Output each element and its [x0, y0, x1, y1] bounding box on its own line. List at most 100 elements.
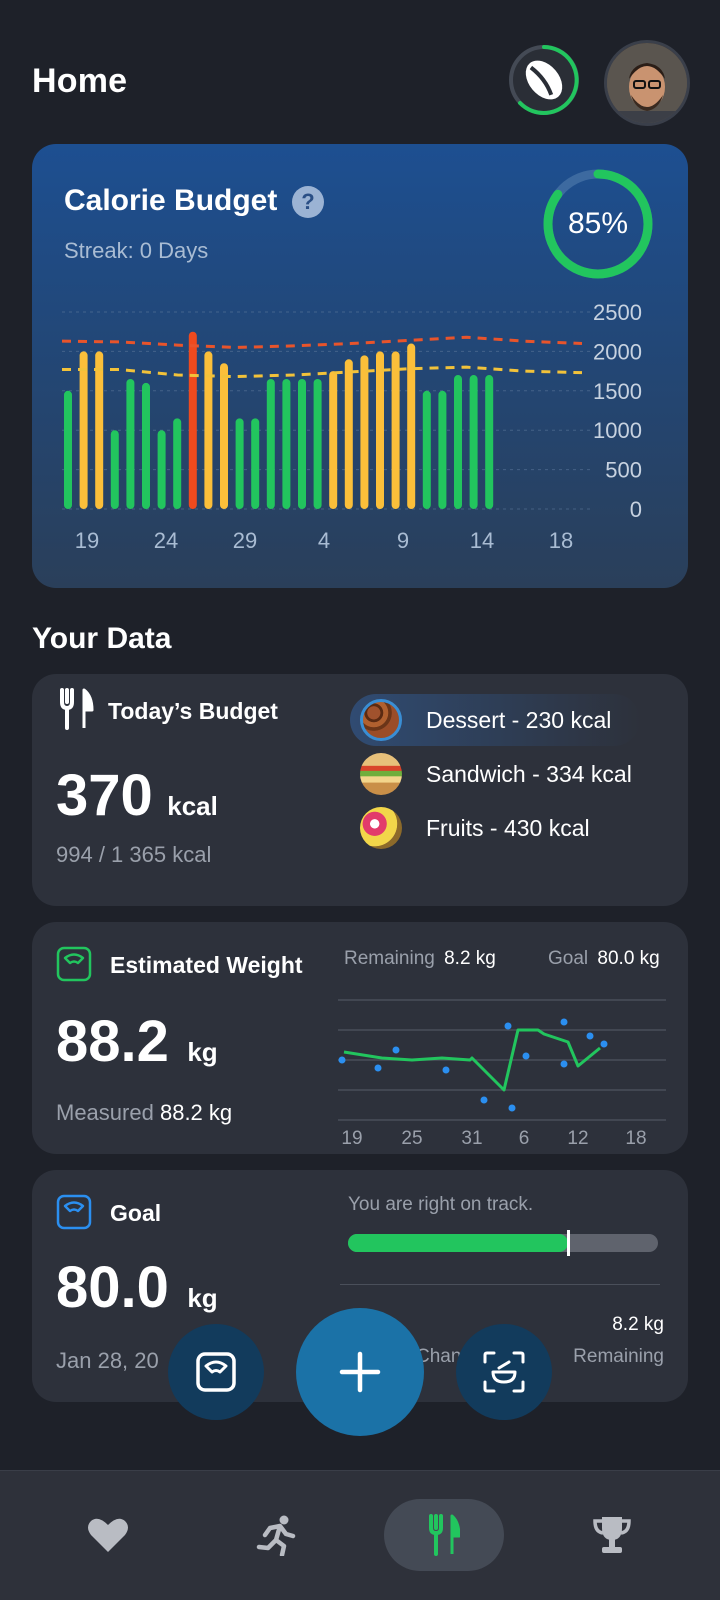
budget-value-group: 370 kcal	[56, 762, 218, 829]
calorie-bar	[391, 351, 400, 509]
goal-remaining-label: Remaining	[573, 1346, 664, 1367]
scan-food-button[interactable]	[456, 1324, 552, 1420]
running-icon	[256, 1515, 296, 1556]
heart-icon	[88, 1518, 128, 1552]
calorie-bar	[282, 378, 291, 509]
y-tick-label: 1000	[593, 418, 642, 443]
weight-point	[480, 1096, 488, 1104]
calorie-bar	[422, 390, 431, 509]
weight-point	[504, 1022, 512, 1030]
measured-row: Measured 88.2 kg	[56, 1100, 232, 1126]
x-tick-label: 14	[470, 528, 494, 553]
goal-remaining-value: 8.2 kg	[612, 1314, 664, 1335]
reference-line-lower	[62, 365, 583, 379]
nav-achievements[interactable]	[552, 1499, 672, 1571]
y-tick-label: 500	[605, 458, 642, 483]
calorie-bar	[298, 378, 306, 509]
weight-point	[560, 1018, 568, 1026]
todays-budget-card[interactable]: Today’s Budget 370 kcal 994 / 1 365 kcal…	[32, 674, 688, 906]
goal-date: Jan 28, 20	[56, 1348, 159, 1373]
weight-x-tick: 18	[625, 1128, 646, 1149]
budget-unit: kcal	[167, 791, 218, 821]
food-item-sandwich[interactable]: Sandwich - 334 kcal	[350, 748, 640, 800]
x-tick-label: 19	[75, 528, 99, 553]
calorie-bar	[313, 378, 322, 509]
estimated-weight-card[interactable]: Estimated Weight 88.2 kg Measured 88.2 k…	[32, 922, 688, 1154]
remaining-label: Remaining	[344, 948, 435, 969]
calorie-bar	[469, 375, 478, 509]
food-item-fruits[interactable]: Fruits - 430 kcal	[350, 802, 640, 854]
calorie-budget-card[interactable]: Calorie Budget ? Streak: 0 Days 85% 2500…	[32, 144, 688, 588]
calorie-bar	[454, 375, 462, 509]
calorie-bar	[344, 359, 353, 509]
fork-knife-icon	[60, 688, 94, 730]
fork-knife-icon	[429, 1514, 460, 1556]
avatar[interactable]	[604, 40, 690, 126]
x-tick-label: 29	[233, 528, 257, 553]
calorie-bar	[485, 375, 494, 509]
goal-value: 80.0 kg	[597, 948, 660, 969]
weight-chart[interactable]: 19 25 31 6 12 18	[332, 972, 672, 1152]
weight-point	[508, 1104, 516, 1112]
y-tick-label: 2000	[593, 339, 642, 364]
remaining-row: Remaining 8.2 kg	[344, 948, 496, 970]
your-data-title: Your Data	[32, 622, 172, 655]
food-item-label: Dessert - 230 kcal	[426, 706, 612, 733]
weight-x-tick: 19	[341, 1128, 362, 1149]
nav-health[interactable]	[48, 1499, 168, 1571]
help-icon[interactable]: ?	[292, 186, 324, 218]
goal-progress-fill	[348, 1230, 571, 1256]
food-item-dessert[interactable]: Dessert - 230 kcal	[350, 694, 640, 746]
add-button[interactable]	[296, 1308, 424, 1436]
weight-point	[374, 1064, 382, 1072]
bottom-nav	[0, 1470, 720, 1600]
nav-food[interactable]	[384, 1499, 504, 1571]
fruits-thumb	[360, 807, 402, 849]
budget-value: 370	[56, 763, 153, 828]
budget-sub: 994 / 1 365 kcal	[56, 842, 212, 867]
weight-point	[442, 1066, 450, 1074]
goal-unit: kg	[187, 1283, 218, 1313]
activity-ring-button[interactable]	[506, 42, 582, 118]
scale-icon	[196, 1352, 236, 1392]
goal-label: Goal	[110, 1200, 162, 1226]
x-tick-label: 18	[549, 528, 573, 553]
page-title: Home	[32, 62, 128, 100]
calorie-bar	[266, 378, 275, 509]
calorie-bar	[360, 355, 369, 509]
calorie-bar	[251, 418, 260, 509]
weight-x-tick: 25	[401, 1128, 422, 1149]
calorie-bar	[376, 351, 384, 509]
weight-point	[522, 1052, 530, 1060]
sandwich-thumb	[360, 753, 402, 795]
x-tick-label: 24	[154, 528, 178, 553]
nav-activity[interactable]	[216, 1499, 336, 1571]
calorie-bar	[220, 363, 228, 509]
calorie-bar	[173, 418, 182, 509]
weight-x-tick: 6	[519, 1128, 530, 1149]
divider	[340, 1284, 660, 1285]
y-tick-label: 0	[630, 497, 642, 522]
food-item-label: Sandwich - 334 kcal	[426, 760, 632, 787]
scale-icon	[56, 1194, 92, 1230]
weight-value: 88.2	[56, 1009, 169, 1074]
x-tick-label: 9	[397, 528, 409, 553]
todays-budget-label: Today’s Budget	[108, 698, 278, 724]
weight-x-tick: 31	[461, 1128, 482, 1149]
goal-label: Goal	[548, 948, 589, 969]
dessert-thumb	[360, 699, 402, 741]
calorie-bar	[126, 378, 135, 509]
budget-progress-ring	[543, 169, 653, 279]
y-tick-label: 1500	[593, 379, 642, 404]
calorie-bar	[79, 351, 88, 509]
calorie-bar	[329, 371, 338, 509]
weight-point	[338, 1056, 346, 1064]
calorie-bar	[142, 382, 150, 509]
estimated-weight-label: Estimated Weight	[110, 952, 303, 978]
weight-trend-line	[343, 1028, 601, 1092]
calorie-bar	[64, 390, 72, 509]
x-tick-label: 4	[318, 528, 330, 553]
calorie-chart[interactable]: 2500 2000 1500 1000 500 0 19 24 29 4 9 14 18	[32, 304, 688, 588]
log-weight-button[interactable]	[168, 1324, 264, 1420]
scale-icon	[56, 946, 92, 982]
